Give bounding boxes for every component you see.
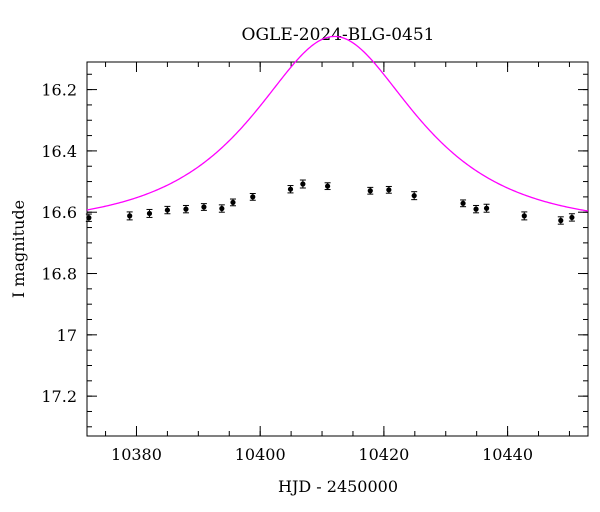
x-tick-labels: 10380 10400 10420 10440 xyxy=(111,445,533,464)
plot-frame xyxy=(86,61,589,437)
data-point xyxy=(521,211,528,221)
y-tick-label: 16.6 xyxy=(41,203,77,222)
y-tick-label: 17 xyxy=(57,326,77,345)
y-tick-label: 16.2 xyxy=(41,81,77,100)
y-tick-label: 16.8 xyxy=(41,265,77,284)
point-marker xyxy=(219,205,225,212)
data-point xyxy=(299,179,306,189)
point-marker xyxy=(483,205,490,211)
data-point xyxy=(483,203,490,213)
point-marker xyxy=(386,187,392,193)
minor-ticks xyxy=(87,62,588,436)
point-marker xyxy=(473,206,479,212)
point-marker xyxy=(86,215,92,221)
point-marker xyxy=(411,193,417,199)
point-marker xyxy=(230,199,236,206)
point-marker xyxy=(287,186,294,192)
data-point xyxy=(460,199,467,208)
data-point xyxy=(324,182,331,191)
point-marker xyxy=(201,204,207,210)
point-marker xyxy=(127,213,133,219)
point-marker xyxy=(183,206,189,212)
data-point xyxy=(385,185,392,194)
data-point xyxy=(85,213,92,222)
data-point xyxy=(287,185,294,194)
data-point xyxy=(146,208,153,218)
major-ticks xyxy=(87,62,588,436)
x-tick-label: 10400 xyxy=(235,445,286,464)
x-tick-label: 10380 xyxy=(111,445,162,464)
y-tick-labels: 16.2 16.4 16.6 16.8 17 17.2 xyxy=(41,81,77,407)
x-tick-label: 10420 xyxy=(358,445,409,464)
point-marker xyxy=(367,188,373,194)
x-tick-label: 10440 xyxy=(482,445,533,464)
data-point xyxy=(557,216,564,225)
data-point xyxy=(367,186,374,195)
chart-title: OGLE-2024-BLG-0451 xyxy=(242,25,435,45)
point-marker xyxy=(250,194,256,200)
x-axis-label: HJD - 2450000 xyxy=(278,477,398,496)
data-point xyxy=(200,203,207,211)
data-point xyxy=(249,193,256,201)
point-marker xyxy=(460,200,466,206)
y-tick-label: 17.2 xyxy=(41,387,77,406)
point-marker xyxy=(558,217,564,224)
data-points xyxy=(85,179,575,225)
point-marker xyxy=(521,213,527,219)
model-curve xyxy=(86,35,589,212)
point-marker xyxy=(300,181,306,187)
data-point xyxy=(229,198,236,207)
data-point xyxy=(182,204,189,214)
y-tick-label: 16.4 xyxy=(41,142,77,161)
point-marker xyxy=(569,214,575,221)
data-point xyxy=(164,205,171,215)
data-point xyxy=(126,211,133,221)
y-axis-label: I magnitude xyxy=(9,200,28,298)
data-point xyxy=(411,191,418,201)
data-point xyxy=(473,204,480,214)
data-point xyxy=(568,213,575,222)
point-marker xyxy=(146,210,153,217)
point-marker xyxy=(164,207,171,213)
data-point xyxy=(218,204,225,213)
point-marker xyxy=(325,183,331,189)
